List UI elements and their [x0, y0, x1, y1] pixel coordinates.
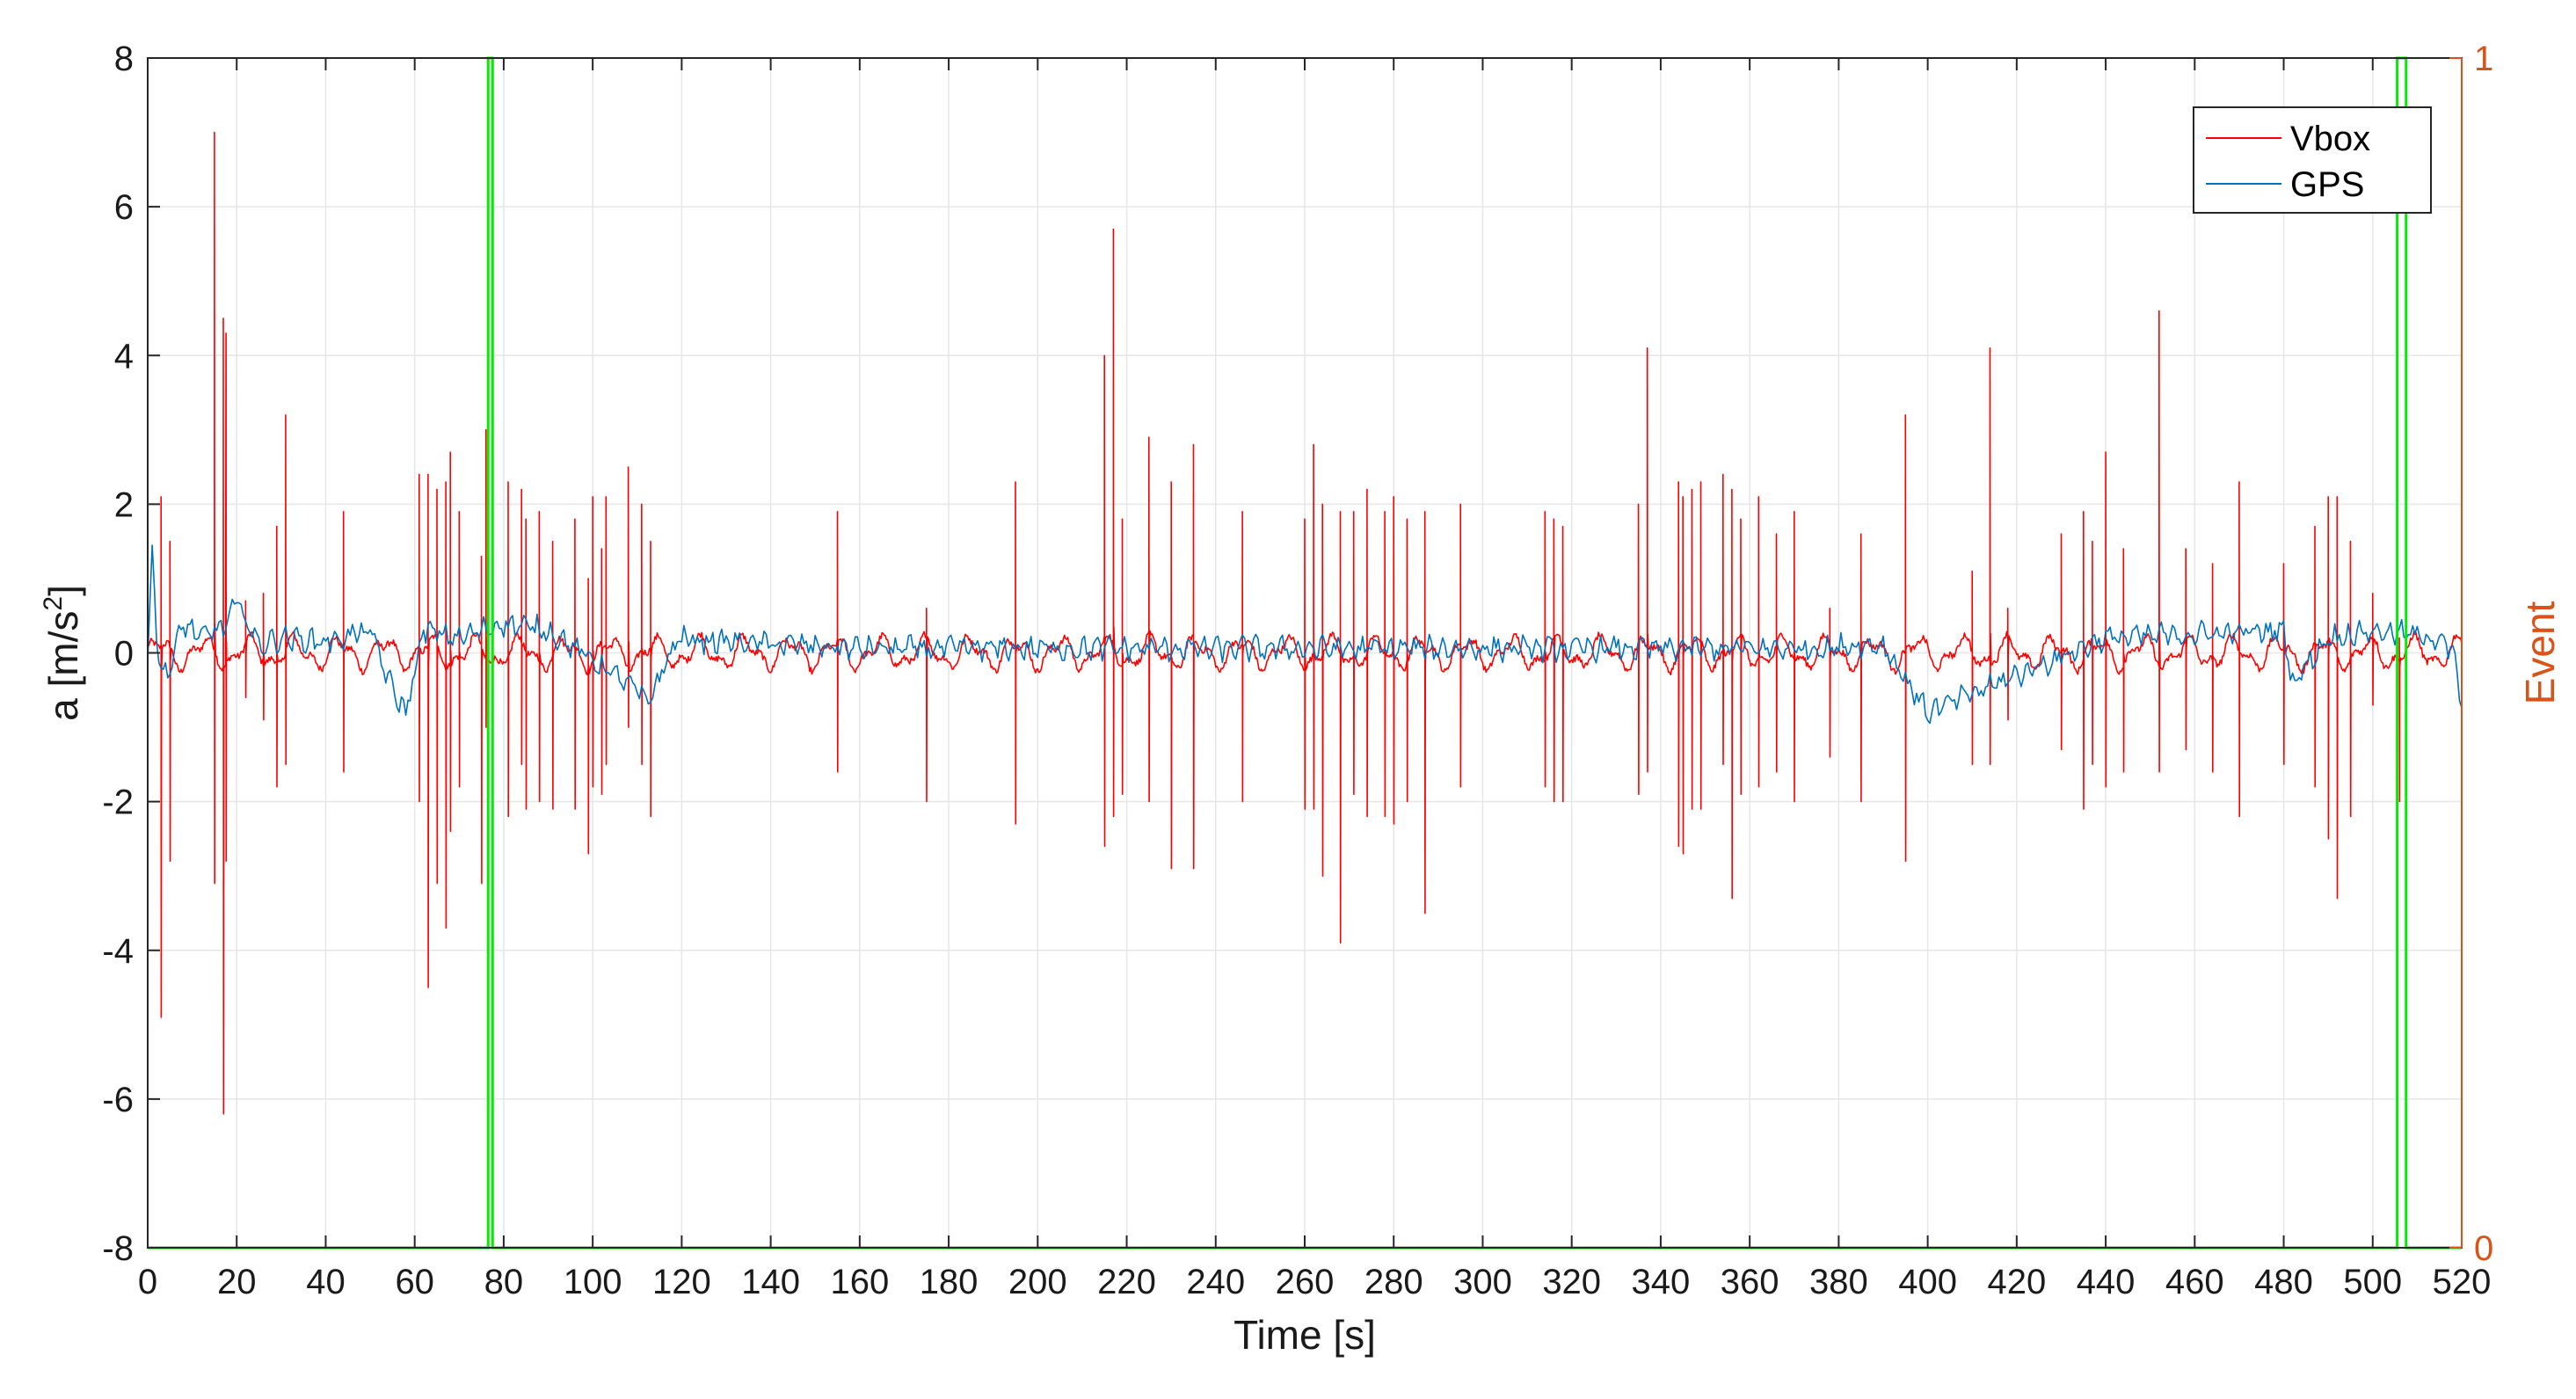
y-tick-label: -8 — [102, 1229, 134, 1268]
x-tick-label: 260 — [1276, 1263, 1335, 1301]
x-tick-label: 200 — [1008, 1263, 1067, 1301]
legend-box — [2193, 106, 2432, 214]
x-tick-label: 160 — [830, 1263, 889, 1301]
legend-gps-label: GPS — [2290, 165, 2364, 204]
gps-series-line — [147, 544, 2463, 725]
y2-tick-label: 1 — [2474, 40, 2493, 78]
x-tick-label: 320 — [1542, 1263, 1601, 1301]
x-tick-label: 440 — [2077, 1263, 2136, 1301]
axes-layer: 0 20 40 60 80 100 120 140 160 180 200 220 240 260 280 3… — [102, 40, 2493, 1301]
x-axis-title: Time [s] — [1233, 1312, 1376, 1358]
x-tick-label: 300 — [1453, 1263, 1512, 1301]
x-tick-label: 340 — [1632, 1263, 1691, 1301]
x-tick-label: 180 — [920, 1263, 979, 1301]
y-tick-label: 8 — [114, 40, 134, 78]
x-tick-label: 240 — [1186, 1263, 1245, 1301]
x-tick-label: 500 — [2343, 1263, 2402, 1301]
x-tick-label: 140 — [741, 1263, 800, 1301]
x-tick-label: 40 — [306, 1263, 346, 1301]
x-tick-label: 380 — [1809, 1263, 1868, 1301]
grid — [147, 57, 2463, 1249]
y-axis-title: a [m/s2] — [39, 585, 86, 721]
x-tick-label: 460 — [2165, 1263, 2224, 1301]
y-tick-label: -4 — [102, 932, 134, 971]
x-tick-label: 420 — [1987, 1263, 2046, 1301]
x-tick-label: 60 — [395, 1263, 434, 1301]
y-axis-title-superscript: 2 — [39, 596, 68, 611]
x-tick-label: 520 — [2433, 1263, 2492, 1301]
x-tick-label: 480 — [2254, 1263, 2313, 1301]
legend: Vbox GPS — [2193, 106, 2432, 214]
y-axis-title-end: ] — [40, 585, 86, 596]
y-tick-label: 0 — [114, 635, 134, 674]
x-tick-label: 120 — [652, 1263, 711, 1301]
x-tick-label: 360 — [1721, 1263, 1779, 1301]
x-tick-label: 220 — [1097, 1263, 1156, 1301]
x-tick-label: 400 — [1898, 1263, 1957, 1301]
y-tick-label: -6 — [102, 1081, 134, 1119]
x-tick-label: 280 — [1364, 1263, 1423, 1301]
y-tick-label: 2 — [114, 485, 134, 524]
x-tick-label: 80 — [484, 1263, 524, 1301]
legend-vbox-label: Vbox — [2290, 120, 2370, 158]
y2-axis-title: Event — [2517, 601, 2563, 704]
x-tick-label: 20 — [217, 1263, 257, 1301]
y-axis-title-main: a [m/s — [40, 611, 86, 721]
x-tick-label: 100 — [564, 1263, 622, 1301]
x-tick-label: 0 — [138, 1263, 157, 1301]
y-tick-label: 6 — [114, 188, 134, 227]
vbox-series-line — [147, 131, 2463, 1115]
y-tick-label: -2 — [102, 783, 134, 822]
y-tick-label: 4 — [114, 337, 134, 375]
y2-tick-label: 0 — [2474, 1229, 2493, 1268]
